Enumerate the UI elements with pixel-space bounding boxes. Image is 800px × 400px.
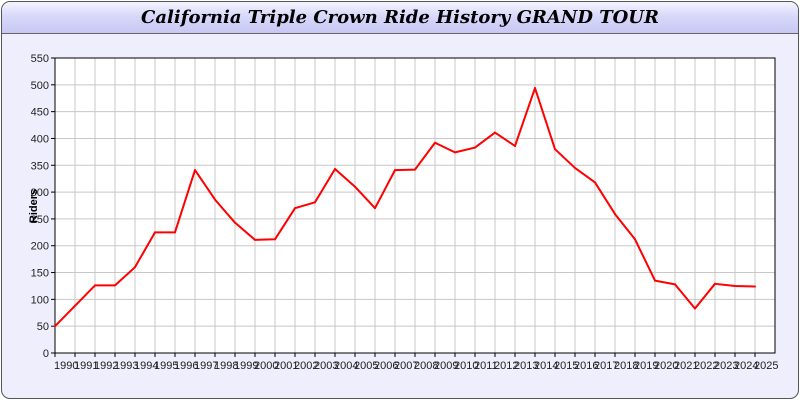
data-point [254, 238, 256, 241]
x-tick-label: 1996 [174, 360, 198, 372]
data-point [454, 151, 456, 154]
data-point [194, 169, 196, 172]
title-bar: California Triple Crown Ride History GRA… [2, 2, 798, 34]
data-point [494, 131, 496, 134]
data-point [474, 146, 476, 149]
data-point [174, 231, 176, 234]
x-tick-label: 2022 [694, 360, 718, 372]
data-point [414, 168, 416, 171]
x-tick-label: 2018 [614, 360, 638, 372]
x-tick-label: 2024 [734, 360, 758, 372]
data-point [634, 238, 636, 241]
data-point [274, 238, 276, 241]
x-tick-label: 2010 [454, 360, 478, 372]
y-tick-label: 0 [43, 348, 49, 360]
data-point [314, 201, 316, 204]
data-point [674, 283, 676, 286]
x-tick-label: 1994 [134, 360, 158, 372]
data-point [234, 221, 236, 224]
data-point [74, 304, 76, 307]
x-tick-label: 1993 [114, 360, 138, 372]
data-point [594, 181, 596, 184]
x-tick-label: 2016 [574, 360, 598, 372]
data-point [354, 185, 356, 188]
x-tick-label: 1997 [194, 360, 218, 372]
data-point [574, 166, 576, 169]
data-point [654, 279, 656, 282]
data-point [514, 144, 516, 147]
data-point [714, 282, 716, 285]
data-point [334, 168, 336, 171]
data-point [534, 87, 536, 90]
y-axis-label: Riders [28, 189, 40, 223]
y-tick-label: 350 [31, 160, 49, 172]
x-tick-label: 2000 [254, 360, 278, 372]
x-tick-label: 2002 [294, 360, 318, 372]
data-point [374, 207, 376, 210]
data-point [214, 198, 216, 201]
data-point [54, 325, 56, 328]
data-point [394, 169, 396, 172]
y-tick-label: 450 [31, 107, 49, 119]
y-tick-label: 400 [31, 133, 49, 145]
y-tick-label: 550 [31, 53, 49, 65]
plot-border [54, 57, 776, 354]
x-tick-label: 2007 [394, 360, 418, 372]
data-point [554, 148, 556, 151]
x-tick-label: 2006 [374, 360, 398, 372]
x-tick-label: 2014 [534, 360, 558, 372]
y-tick-label: 150 [31, 268, 49, 280]
x-tick-label: 1990 [54, 360, 78, 372]
series-line [54, 87, 756, 327]
x-tick-label: 2009 [434, 360, 458, 372]
x-tick-label: 2004 [334, 360, 358, 372]
y-tick-label: 250 [31, 214, 49, 226]
data-point [614, 213, 616, 216]
data-point [134, 266, 136, 269]
data-point [754, 285, 756, 288]
x-tick-label: 2023 [714, 360, 738, 372]
y-tick-label: 300 [31, 187, 49, 199]
x-tick-label: 2020 [654, 360, 678, 372]
data-point [734, 284, 736, 287]
y-tick-label: 200 [31, 241, 49, 253]
x-tick-label: 2001 [274, 360, 298, 372]
y-tick-label: 50 [37, 321, 49, 333]
data-point [294, 207, 296, 210]
x-tick-label: 1995 [154, 360, 178, 372]
y-tick-label: 100 [31, 294, 49, 306]
x-tick-label: 2021 [674, 360, 698, 372]
x-tick-label: 1999 [234, 360, 258, 372]
x-tick-label: 2005 [354, 360, 378, 372]
x-tick-label: 2015 [554, 360, 578, 372]
x-tick-label: 1998 [214, 360, 238, 372]
data-point [434, 141, 436, 144]
x-tick-label: 1992 [94, 360, 118, 372]
data-point [694, 307, 696, 310]
y-tick-label: 500 [31, 80, 49, 92]
data-point [154, 231, 156, 234]
x-tick-label: 2019 [634, 360, 658, 372]
x-tick-label: 2008 [414, 360, 438, 372]
x-tick-label: 2011 [474, 360, 498, 372]
x-tick-label: 2017 [594, 360, 618, 372]
data-point [114, 284, 116, 287]
x-tick-label: 2013 [514, 360, 538, 372]
data-point [94, 284, 96, 287]
x-tick-label: 2025 [754, 360, 778, 372]
chart-title: California Triple Crown Ride History GRA… [141, 7, 659, 28]
x-tick-label: 2003 [314, 360, 338, 372]
x-tick-label: 1991 [74, 360, 98, 372]
x-tick-label: 2012 [494, 360, 518, 372]
